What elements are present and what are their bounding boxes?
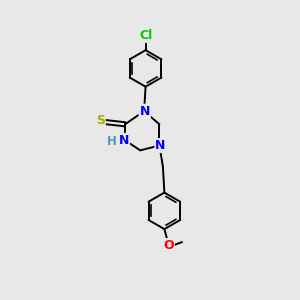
Text: S: S: [96, 114, 105, 127]
Text: H: H: [107, 135, 117, 148]
Text: O: O: [163, 239, 174, 252]
Text: Cl: Cl: [139, 29, 152, 42]
Text: N: N: [155, 139, 166, 152]
Text: N: N: [140, 105, 150, 118]
Text: N: N: [119, 134, 129, 147]
